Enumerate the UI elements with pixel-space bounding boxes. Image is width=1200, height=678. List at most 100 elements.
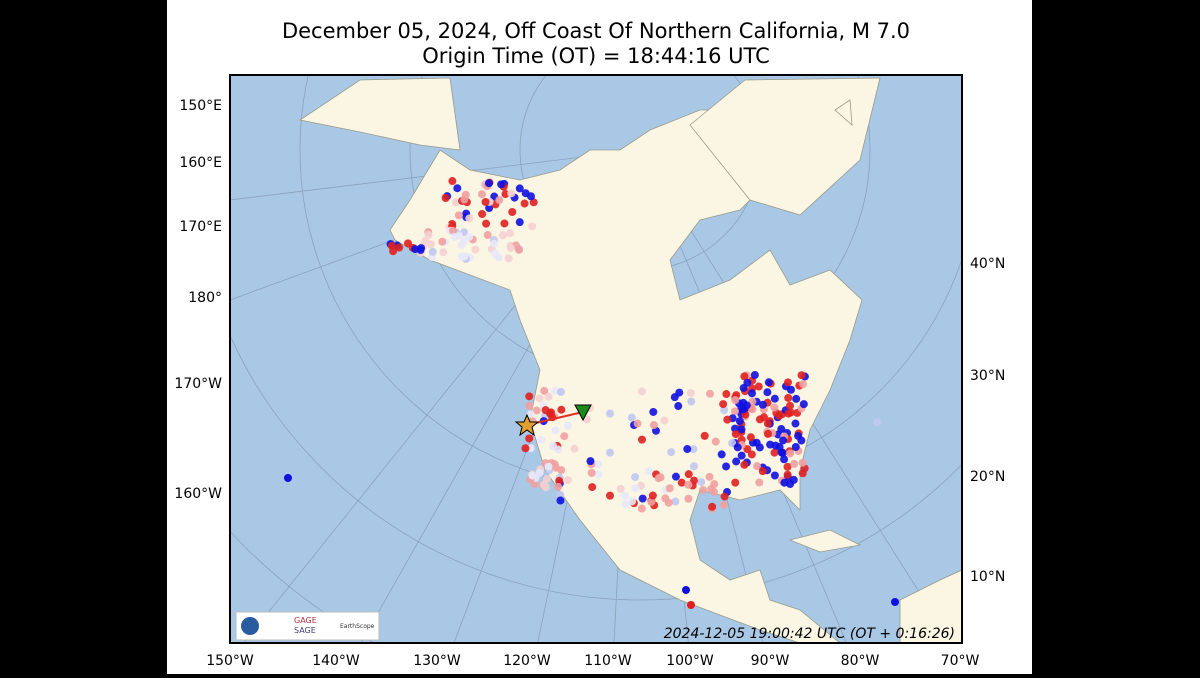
station xyxy=(737,425,746,434)
station xyxy=(539,480,548,489)
station xyxy=(697,478,706,487)
station xyxy=(783,378,792,387)
station xyxy=(528,222,537,231)
lon-label: 170°E xyxy=(179,219,222,235)
station xyxy=(797,371,806,380)
station xyxy=(586,457,595,466)
station xyxy=(424,230,433,239)
station xyxy=(754,382,763,391)
station xyxy=(504,254,513,263)
station xyxy=(457,252,466,261)
lon-label: 180° xyxy=(188,290,222,306)
station xyxy=(722,390,731,399)
station xyxy=(690,462,699,471)
station xyxy=(451,198,460,207)
station xyxy=(588,483,597,492)
station xyxy=(438,237,447,246)
lon-label: 150°W xyxy=(206,653,254,669)
station xyxy=(542,474,551,483)
station xyxy=(605,448,614,457)
lon-label: 100°W xyxy=(666,653,714,669)
station xyxy=(587,468,596,477)
station xyxy=(683,445,692,454)
station xyxy=(711,437,720,446)
station xyxy=(728,439,737,448)
station xyxy=(484,179,493,188)
station xyxy=(763,388,772,397)
lon-label: 160°W xyxy=(174,486,222,502)
station xyxy=(687,397,696,406)
station xyxy=(758,467,767,476)
logo-text: SAGE xyxy=(294,626,316,635)
station xyxy=(798,469,807,478)
station xyxy=(593,460,602,469)
station xyxy=(710,480,719,489)
station xyxy=(763,429,772,438)
station xyxy=(674,402,683,411)
station xyxy=(495,196,504,205)
lon-label: 110°W xyxy=(584,653,632,669)
station xyxy=(705,389,714,398)
station xyxy=(719,500,728,509)
station xyxy=(735,417,744,426)
station xyxy=(564,421,573,430)
station xyxy=(465,232,474,241)
station xyxy=(535,469,544,478)
station xyxy=(799,400,808,409)
station xyxy=(544,392,553,401)
station xyxy=(515,184,524,193)
station xyxy=(648,491,657,500)
station xyxy=(461,190,470,199)
station xyxy=(790,459,799,468)
station xyxy=(478,210,487,219)
station xyxy=(506,229,515,238)
station xyxy=(748,397,757,406)
station xyxy=(501,190,510,199)
station xyxy=(780,455,789,464)
epicenter xyxy=(514,413,540,437)
station xyxy=(891,598,899,606)
station xyxy=(491,249,500,258)
lon-label: 160°E xyxy=(179,155,222,171)
logo-icon xyxy=(241,617,259,635)
station xyxy=(779,436,788,445)
station xyxy=(763,419,772,428)
station xyxy=(747,389,756,398)
lon-label: 150°E xyxy=(179,98,222,114)
station xyxy=(708,502,717,511)
station xyxy=(786,385,795,394)
station xyxy=(764,378,773,387)
station xyxy=(551,463,560,472)
station xyxy=(750,371,759,380)
station xyxy=(637,435,646,444)
station xyxy=(482,219,491,228)
station xyxy=(755,478,764,487)
station xyxy=(606,491,615,500)
station xyxy=(784,393,793,402)
station xyxy=(739,405,748,414)
station xyxy=(649,407,658,416)
station xyxy=(722,462,731,471)
station xyxy=(684,470,693,479)
station xyxy=(684,480,693,489)
station xyxy=(525,434,534,443)
station xyxy=(540,386,549,395)
station xyxy=(746,433,755,442)
station xyxy=(671,472,680,481)
station xyxy=(465,214,474,223)
map: GAGE SAGE EarthScope 2024-12-05 19:00:42… xyxy=(230,75,962,643)
station xyxy=(748,405,757,414)
station xyxy=(770,403,779,412)
station xyxy=(526,410,535,419)
station xyxy=(515,218,524,227)
station xyxy=(684,494,693,503)
station xyxy=(417,244,426,253)
station xyxy=(483,231,492,240)
station xyxy=(784,409,793,418)
station xyxy=(647,497,656,506)
station xyxy=(665,484,674,493)
station xyxy=(521,444,530,453)
station xyxy=(490,239,499,248)
station xyxy=(471,245,480,254)
